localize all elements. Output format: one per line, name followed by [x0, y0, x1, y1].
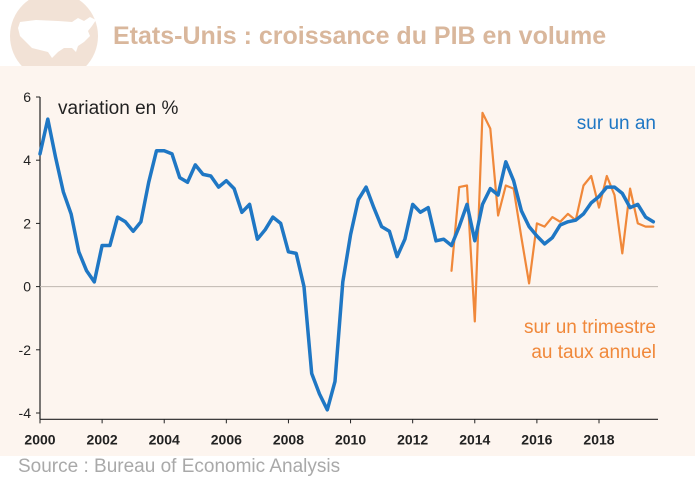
x-tick-label: 2018: [583, 431, 614, 447]
chart-title: Etats-Unis : croissance du PIB en volume: [113, 22, 607, 50]
x-tick-label: 2008: [273, 431, 304, 447]
x-tick-label: 2012: [397, 431, 428, 447]
y-tick-label: -2: [19, 342, 32, 358]
x-tick-label: 2004: [149, 431, 180, 447]
usa-map-shape: [18, 17, 96, 58]
x-tick-label: 2002: [87, 431, 118, 447]
y-tick-label: 6: [23, 89, 31, 105]
source-note: Source : Bureau of Economic Analysis: [18, 456, 341, 477]
usa-map-icon: [10, 0, 98, 70]
y-tick-label: -4: [19, 405, 32, 421]
legend-label-quarterly-line: au taux annuel: [531, 342, 656, 363]
axes: -4 -2 0 2 4 6 2000 2002 2004 2006 2008 2010 2012 2014…: [19, 89, 658, 447]
labels-layer: variation en % sur un an sur un trimestre a…: [58, 98, 656, 363]
series-layer: [38, 111, 656, 412]
x-tick-label: 2000: [24, 431, 55, 447]
y-axis-label: variation en %: [58, 98, 179, 119]
x-tick-label: 2006: [211, 431, 242, 447]
x-tick-label: 2010: [335, 431, 366, 447]
series-line-quarterly: [450, 111, 655, 323]
y-tick-label: 4: [23, 152, 31, 168]
legend-label-quarterly-line: sur un trimestre: [524, 317, 656, 338]
y-tick-label: 0: [23, 279, 31, 295]
series-line-annual: [38, 117, 656, 412]
header-band: Etats-Unis : croissance du PIB en volume: [0, 0, 695, 70]
x-tick-label: 2016: [521, 431, 552, 447]
legend-label-annual: sur un an: [577, 113, 656, 134]
x-tick-label: 2014: [459, 431, 490, 447]
y-tick-label: 2: [23, 215, 31, 231]
